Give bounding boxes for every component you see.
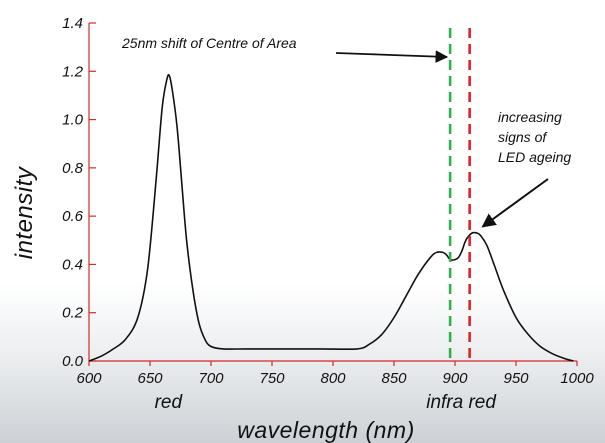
x-axis-label: wavelength (nm) (237, 417, 415, 443)
axes: 0.0 0.2 0.4 0.6 0.8 1.0 1.2 1.4 600 650 700 750 800 8… (62, 15, 594, 413)
shift-annotation-text: 25nm shift of Centre of Area (121, 35, 297, 51)
x-tick-label: 800 (320, 370, 346, 387)
category-label: infra red (426, 392, 497, 413)
y-tick-label: 1.0 (62, 112, 84, 129)
y-tick-label: 0.6 (62, 208, 84, 225)
category-label: red (155, 392, 184, 413)
y-tick-label: 0.4 (62, 256, 83, 273)
y-tick-label: 0.2 (62, 305, 84, 322)
ageing-annotation-text: LED ageing (498, 149, 571, 165)
y-tick-label: 0.0 (62, 353, 84, 370)
x-tick-label: 900 (442, 370, 468, 387)
y-axis-label: intensity (11, 165, 38, 259)
x-tick-label: 1000 (560, 370, 594, 387)
ageing-annotation-text: increasing (498, 109, 562, 125)
ageing-annotation-text: signs of (498, 129, 548, 145)
plot-area (88, 28, 574, 362)
x-tick-label: 750 (259, 370, 285, 387)
y-tick-label: 0.8 (62, 160, 84, 177)
x-tick-label: 650 (137, 370, 163, 387)
y-tick-label: 1.4 (62, 15, 83, 32)
x-tick-label: 700 (198, 370, 224, 387)
x-tick-label: 850 (381, 370, 407, 387)
annotations: 25nm shift of Centre of Area increasing si… (121, 35, 571, 228)
x-tick-label: 600 (76, 370, 102, 387)
x-tick-label: 950 (503, 370, 529, 387)
spectrum-line (88, 73, 574, 362)
ageing-annotation-arrow (481, 178, 549, 228)
shift-annotation-arrow (335, 50, 449, 63)
y-tick-label: 1.2 (62, 63, 84, 80)
